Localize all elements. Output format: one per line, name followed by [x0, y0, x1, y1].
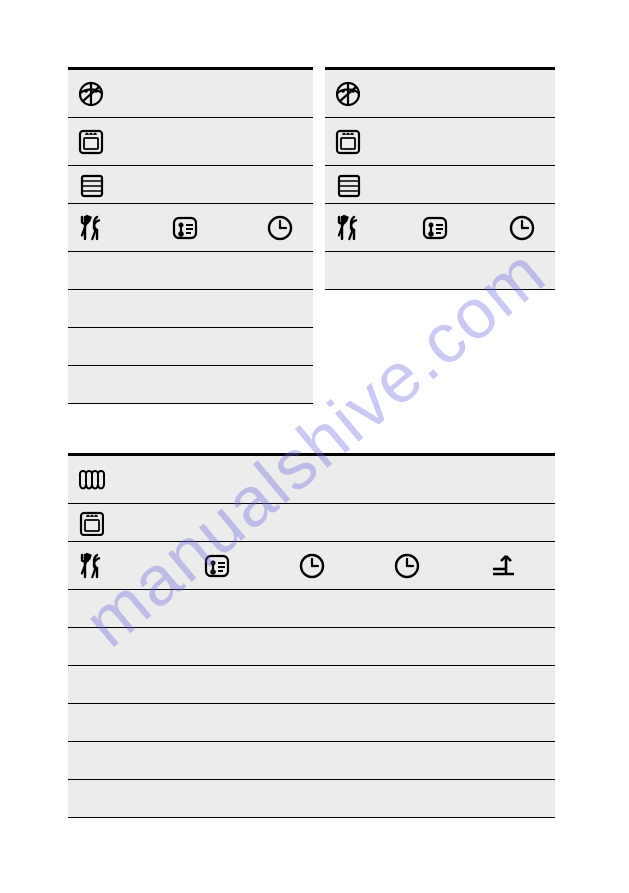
header-row-shelf: [325, 166, 555, 204]
table-row: [68, 704, 555, 742]
shelf-icon: [74, 168, 108, 202]
table-row: [68, 666, 555, 704]
oven-icon: [74, 506, 108, 540]
table-row: [68, 628, 555, 666]
shelf-icon: [331, 168, 365, 202]
header-row-function: [325, 118, 555, 166]
header-row-function: [68, 118, 313, 166]
utensils-icon: [331, 211, 365, 245]
table-row: [68, 366, 313, 404]
table-row: [325, 252, 555, 290]
oven-icon: [331, 125, 365, 159]
column-header-row: [325, 204, 555, 252]
clock-icon: [390, 549, 424, 583]
header-row-category: [325, 70, 555, 118]
clock-icon: [505, 211, 539, 245]
table-top-right: [325, 67, 555, 290]
column-header-row: [68, 204, 313, 252]
table-row: [68, 590, 555, 628]
table-row: [68, 290, 313, 328]
header-row-category: [68, 70, 313, 118]
temperature-icon: [200, 549, 234, 583]
clock-icon: [295, 549, 329, 583]
column-header-row: [68, 542, 555, 590]
pizza-icon: [74, 77, 108, 111]
pizza-icon: [331, 77, 365, 111]
header-row-shelf: [68, 166, 313, 204]
table-row: [68, 742, 555, 780]
utensils-icon: [74, 549, 108, 583]
table-top-left: [68, 67, 313, 404]
table-row: [68, 780, 555, 818]
utensils-icon: [74, 211, 108, 245]
table-bottom: [68, 453, 555, 818]
header-row-function: [68, 504, 555, 542]
clock-icon: [263, 211, 297, 245]
temperature-icon: [168, 211, 202, 245]
ribs-icon: [74, 463, 108, 497]
temperature-icon: [418, 211, 452, 245]
table-row: [68, 252, 313, 290]
oven-icon: [74, 125, 108, 159]
turn-icon: [485, 549, 519, 583]
table-row: [68, 328, 313, 366]
header-row-category: [68, 456, 555, 504]
